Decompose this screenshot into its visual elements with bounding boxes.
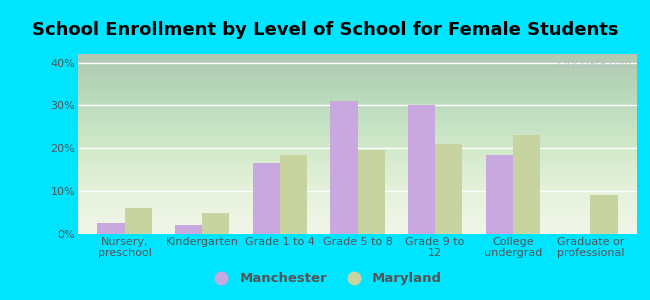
Bar: [590, 195, 618, 234]
Bar: [175, 225, 202, 234]
Bar: [435, 144, 462, 234]
Text: School Enrollment by Level of School for Female Students: School Enrollment by Level of School for…: [32, 21, 618, 39]
Bar: [486, 155, 513, 234]
Bar: [253, 163, 280, 234]
Legend: Manchester, Maryland: Manchester, Maryland: [203, 267, 447, 290]
Bar: [408, 105, 435, 234]
Bar: [513, 135, 540, 234]
Bar: [202, 213, 229, 234]
Bar: [280, 155, 307, 234]
Bar: [98, 223, 125, 234]
Bar: [330, 101, 358, 234]
Text: City-Data.com: City-Data.com: [557, 59, 631, 69]
Bar: [358, 150, 385, 234]
Bar: [125, 208, 151, 234]
